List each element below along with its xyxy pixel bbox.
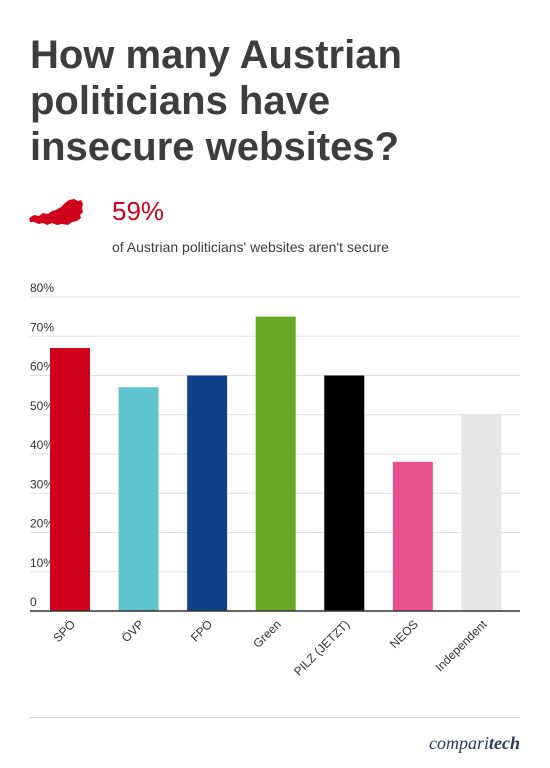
x-tick-label: NEOS xyxy=(387,617,421,651)
bar xyxy=(461,414,502,611)
stat-value: 59% xyxy=(112,196,165,226)
y-tick-label: 40% xyxy=(30,438,54,452)
bar xyxy=(187,375,228,611)
y-tick-label: 70% xyxy=(30,320,54,334)
title-line-3: insecure websites? xyxy=(30,125,400,169)
y-tick-label: 60% xyxy=(30,360,54,374)
y-tick-label: 0 xyxy=(30,595,37,609)
x-tick-label: FPÖ xyxy=(188,617,215,644)
title-line-1: How many Austrian xyxy=(30,33,402,77)
y-tick-label: 80% xyxy=(30,281,54,295)
x-tick-label: Independent xyxy=(432,617,490,675)
page-title: How many Austrian politicians have insec… xyxy=(30,32,530,170)
stat-caption: of Austrian politicians' websites aren't… xyxy=(112,239,389,255)
brand-name-part-1: compari xyxy=(429,733,489,753)
y-tick-label: 20% xyxy=(30,517,54,531)
y-tick-label: 10% xyxy=(30,556,54,570)
x-tick-label: SPÖ xyxy=(50,617,78,645)
bar xyxy=(392,461,433,611)
brand-logo: comparitech xyxy=(429,733,520,754)
brand-name-part-2: tech xyxy=(489,733,520,753)
y-tick-label: 30% xyxy=(30,477,54,491)
x-tick-label: PILZ (JETZT) xyxy=(291,617,352,678)
bar xyxy=(324,375,365,611)
bar-chart: 0 10% 20% 30% 40% 50% 60% 70% 80% SPÖ ÖVP FPÖ Green P… xyxy=(30,281,520,679)
bar xyxy=(50,348,90,611)
title-line-2: politicians have xyxy=(30,79,331,123)
footer-divider xyxy=(30,717,520,718)
austria-map-icon xyxy=(29,199,83,225)
y-tick-label: 50% xyxy=(30,399,54,413)
bar xyxy=(255,316,296,611)
x-tick-label: ÖVP xyxy=(119,617,147,645)
bar xyxy=(118,387,159,611)
x-tick-label: Green xyxy=(250,617,283,650)
